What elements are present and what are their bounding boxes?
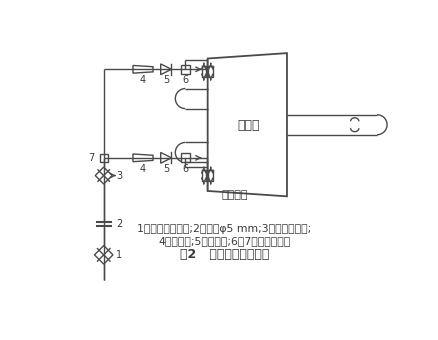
Text: 7: 7	[88, 153, 94, 163]
Polygon shape	[160, 152, 171, 163]
Text: 4一大小头;5一逆止阀;6、7一等径三通。: 4一大小头;5一逆止阀;6、7一等径三通。	[158, 236, 290, 246]
Text: 5: 5	[162, 75, 169, 85]
Text: 2: 2	[116, 219, 122, 229]
Bar	[180, 65, 190, 74]
Bar	[208, 170, 212, 181]
Text: 6: 6	[182, 75, 188, 85]
Polygon shape	[133, 154, 153, 162]
Polygon shape	[95, 167, 112, 184]
Bar	[201, 170, 206, 181]
Text: 6: 6	[182, 164, 188, 174]
Text: 中压进汽: 中压进汽	[221, 190, 247, 200]
Bar	[180, 153, 190, 163]
Text: 3: 3	[116, 171, 122, 181]
Polygon shape	[94, 245, 113, 264]
Bar	[99, 154, 107, 162]
Text: 4: 4	[140, 75, 146, 85]
Text: 4: 4	[140, 164, 146, 174]
Bar	[208, 66, 212, 77]
Polygon shape	[207, 53, 286, 196]
Polygon shape	[133, 65, 153, 73]
Text: 1: 1	[116, 250, 122, 260]
Text: 5: 5	[162, 164, 169, 174]
Polygon shape	[160, 64, 171, 75]
Text: 1一冷却蒸汽总阀;2节流孔φ5 mm;3一手动针型阀;: 1一冷却蒸汽总阀;2节流孔φ5 mm;3一手动针型阀;	[137, 224, 311, 235]
Text: 中压缸: 中压缸	[237, 119, 259, 132]
Text: 图2   中压蒸汽冷却系统: 图2 中压蒸汽冷却系统	[180, 248, 268, 261]
Bar	[201, 66, 206, 77]
